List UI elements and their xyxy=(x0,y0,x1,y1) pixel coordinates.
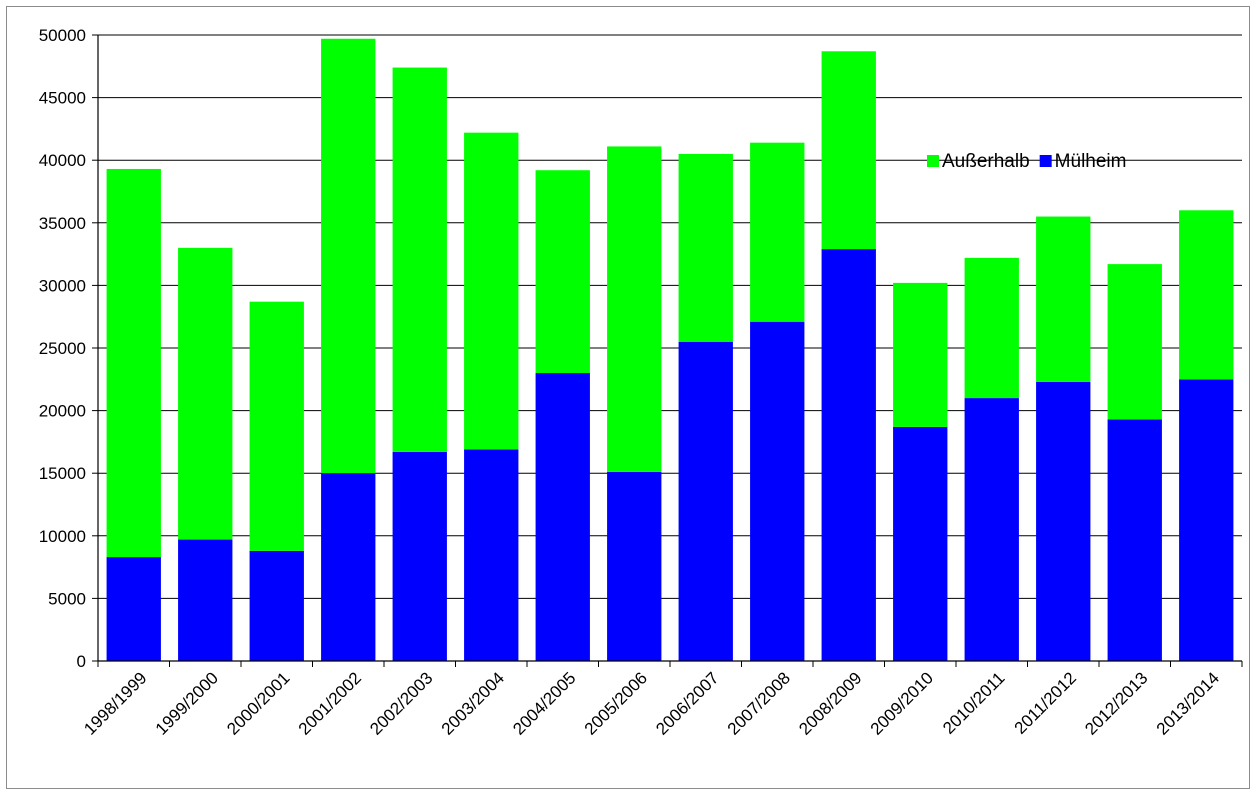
bar-m-lheim-2013-2014 xyxy=(1179,379,1234,661)
bar-m-lheim-2003-2004 xyxy=(464,449,519,661)
bar-au-erhalb-2012-2013 xyxy=(1107,264,1162,420)
bar-m-lheim-2007-2008 xyxy=(750,321,805,661)
y-tick-label: 0 xyxy=(77,652,86,671)
bars xyxy=(106,38,1234,662)
bar-au-erhalb-2000-2001 xyxy=(249,301,304,551)
x-tick-label: 2003/2004 xyxy=(438,668,508,738)
bar-au-erhalb-2009-2010 xyxy=(893,282,948,427)
x-tick-label: 2000/2001 xyxy=(223,668,293,738)
bar-au-erhalb-2004-2005 xyxy=(535,170,590,374)
bar-m-lheim-1998-1999 xyxy=(106,557,161,661)
x-tick-label: 2007/2008 xyxy=(724,668,794,738)
bar-au-erhalb-2001-2002 xyxy=(321,38,376,474)
bar-au-erhalb-2005-2006 xyxy=(607,146,662,472)
x-tick-label: 2011/2012 xyxy=(1011,668,1080,737)
bar-m-lheim-2002-2003 xyxy=(392,451,447,661)
x-axis-ticks: 1998/1999 1999/2000 2000/2001 2001/2002 2002… xyxy=(80,661,1243,739)
y-tick-label: 50000 xyxy=(39,26,86,45)
x-tick-label: 1999/2000 xyxy=(152,668,222,738)
x-tick-label: 2013/2014 xyxy=(1153,668,1223,738)
x-tick-label: 2009/2010 xyxy=(867,668,937,738)
bar-au-erhalb-2013-2014 xyxy=(1179,210,1234,380)
y-tick-label: 35000 xyxy=(39,214,86,233)
bar-m-lheim-2001-2002 xyxy=(321,473,376,661)
bar-m-lheim-2000-2001 xyxy=(249,550,304,661)
bar-m-lheim-2005-2006 xyxy=(607,471,662,661)
x-tick-label: 2004/2005 xyxy=(509,668,579,738)
bar-au-erhalb-2011-2012 xyxy=(1036,216,1091,382)
bar-m-lheim-2012-2013 xyxy=(1107,419,1162,661)
legend-label-au-erhalb: Außerhalb xyxy=(942,151,1030,172)
bar-au-erhalb-1998-1999 xyxy=(106,168,161,558)
bar-au-erhalb-2008-2009 xyxy=(821,51,876,250)
y-tick-label: 20000 xyxy=(39,402,86,421)
y-tick-label: 15000 xyxy=(39,464,86,483)
x-tick-label: 2010/2011 xyxy=(939,668,1008,737)
legend-label-m-lheim: Mülheim xyxy=(1055,151,1127,172)
x-tick-label: 2002/2003 xyxy=(366,668,436,738)
y-tick-label: 25000 xyxy=(39,339,86,358)
bar-au-erhalb-2003-2004 xyxy=(464,132,519,450)
x-tick-label: 2001/2002 xyxy=(295,668,365,738)
bar-au-erhalb-1999-2000 xyxy=(178,247,233,540)
bar-m-lheim-2006-2007 xyxy=(678,341,733,661)
y-tick-label: 45000 xyxy=(39,89,86,108)
x-tick-label: 2005/2006 xyxy=(581,668,651,738)
bar-au-erhalb-2007-2008 xyxy=(750,142,805,322)
y-tick-label: 5000 xyxy=(48,589,86,608)
y-tick-label: 40000 xyxy=(39,151,86,170)
bar-m-lheim-2010-2011 xyxy=(964,398,1019,661)
bar-m-lheim-2008-2009 xyxy=(821,249,876,662)
bar-m-lheim-1999-2000 xyxy=(178,539,233,661)
x-tick-label: 1998/1999 xyxy=(80,668,150,738)
bar-m-lheim-2004-2005 xyxy=(535,373,590,661)
bar-au-erhalb-2006-2007 xyxy=(678,153,733,342)
bar-m-lheim-2011-2012 xyxy=(1036,381,1091,661)
y-tick-label: 10000 xyxy=(39,527,86,546)
y-axis-ticks: 0 5000 10000 15000 20000 25000 30000 35000 40000… xyxy=(39,26,98,671)
x-tick-label: 2006/2007 xyxy=(652,668,722,738)
y-tick-label: 30000 xyxy=(39,276,86,295)
legend-swatch-au-erhalb xyxy=(927,155,939,167)
bar-au-erhalb-2010-2011 xyxy=(964,257,1019,399)
bar-au-erhalb-2002-2003 xyxy=(392,67,447,452)
bar-m-lheim-2009-2010 xyxy=(893,426,948,661)
x-tick-label: 2012/2013 xyxy=(1081,668,1151,738)
x-tick-label: 2008/2009 xyxy=(795,668,865,738)
legend: Außerhalb Mülheim xyxy=(927,151,1126,172)
legend-swatch-m-lheim xyxy=(1039,155,1052,167)
